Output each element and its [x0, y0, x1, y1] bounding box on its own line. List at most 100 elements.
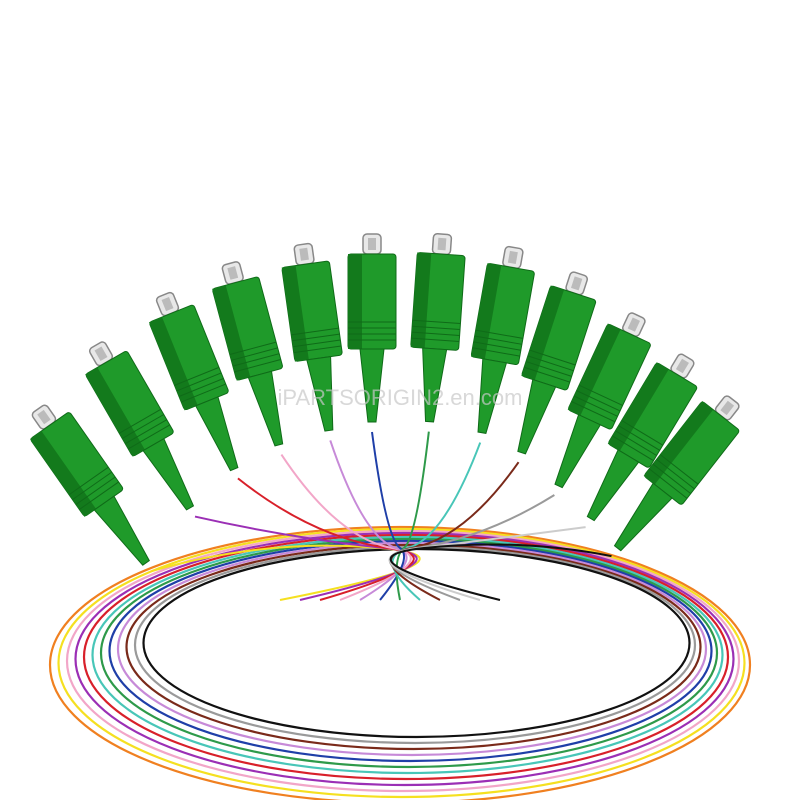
grip [618, 425, 660, 451]
housing-shade [410, 252, 432, 349]
grip [571, 401, 616, 423]
grip [473, 341, 521, 351]
ferrule-core [94, 346, 108, 361]
boot [517, 378, 557, 455]
housing-shade [281, 265, 309, 362]
boot [422, 347, 448, 423]
grip [648, 468, 688, 499]
boot [142, 437, 195, 511]
sc-connector [149, 291, 239, 472]
grip [231, 347, 278, 361]
sc-connector [410, 232, 466, 423]
housing-shade [470, 263, 502, 360]
ferrule-core [570, 276, 583, 291]
grip [121, 414, 165, 439]
sc-connector [212, 261, 284, 447]
grip [68, 466, 109, 496]
grip [578, 384, 623, 406]
grip [178, 378, 224, 397]
housing-shade [30, 430, 96, 517]
grip [411, 337, 460, 343]
grip [72, 471, 113, 501]
sc-connector [85, 341, 195, 511]
boot [247, 370, 284, 447]
fiber-loop [91, 535, 724, 775]
boot [586, 449, 640, 522]
grip [291, 333, 340, 342]
grip [472, 347, 520, 357]
fiber [389, 543, 612, 601]
housing-shade [212, 285, 251, 381]
fiber-loop [65, 529, 741, 793]
grip [576, 390, 621, 412]
grip [181, 383, 226, 403]
grip [229, 341, 277, 355]
ferrule-core [227, 266, 239, 280]
housing-shade [348, 254, 362, 349]
boot [93, 495, 150, 566]
grip [124, 419, 168, 445]
fiber-loop [57, 527, 746, 799]
grip [291, 327, 339, 336]
housing-shade [521, 285, 565, 381]
fiber-loop [49, 525, 751, 800]
grip [412, 325, 461, 331]
grip [75, 476, 116, 505]
sc-connector [586, 353, 698, 522]
fiber-strands [151, 431, 612, 601]
grip [474, 335, 522, 345]
grip [292, 339, 341, 348]
fiber-loop [116, 541, 708, 757]
grip [652, 463, 692, 495]
ferrule-core [37, 409, 51, 425]
fiber [371, 431, 405, 601]
boot [554, 414, 602, 489]
grip [621, 420, 664, 446]
grip [475, 329, 524, 339]
boot [306, 356, 334, 432]
sc-connector [554, 312, 651, 489]
ferrule-core [507, 250, 518, 265]
sc-connector [613, 395, 740, 552]
grip [176, 372, 222, 392]
fiber [329, 440, 408, 601]
grip [529, 349, 576, 366]
boot [613, 482, 673, 552]
ferrule-core [627, 317, 640, 332]
fiber-loop [74, 531, 735, 787]
ferrule-core [437, 237, 447, 251]
ferrule-core [675, 358, 689, 374]
fiber-loops [49, 525, 751, 800]
housing-shade [643, 401, 714, 485]
boot [359, 348, 385, 423]
fiber [280, 453, 412, 601]
grip [573, 395, 618, 417]
grip [615, 430, 657, 456]
grip [234, 358, 281, 373]
grip [524, 366, 570, 383]
sc-connector [470, 245, 535, 434]
sc-connector [30, 404, 150, 566]
grip [79, 481, 119, 510]
grip [118, 408, 162, 434]
grip [411, 331, 460, 337]
sc-connector [281, 242, 343, 432]
grip [527, 355, 574, 372]
boot [477, 358, 508, 434]
boot [195, 396, 239, 472]
grip [232, 353, 280, 367]
grip [412, 319, 461, 325]
ferrule-core [720, 400, 735, 416]
grip [612, 435, 654, 462]
connectors [30, 232, 740, 566]
fiber-loop [82, 533, 730, 781]
ferrule-core [368, 238, 376, 250]
grip [127, 424, 171, 450]
grip [293, 345, 342, 354]
grip [525, 361, 572, 377]
fiber-loop [108, 539, 713, 763]
grip [656, 458, 695, 490]
sc-connector [347, 233, 397, 423]
ferrule-core [161, 296, 174, 312]
